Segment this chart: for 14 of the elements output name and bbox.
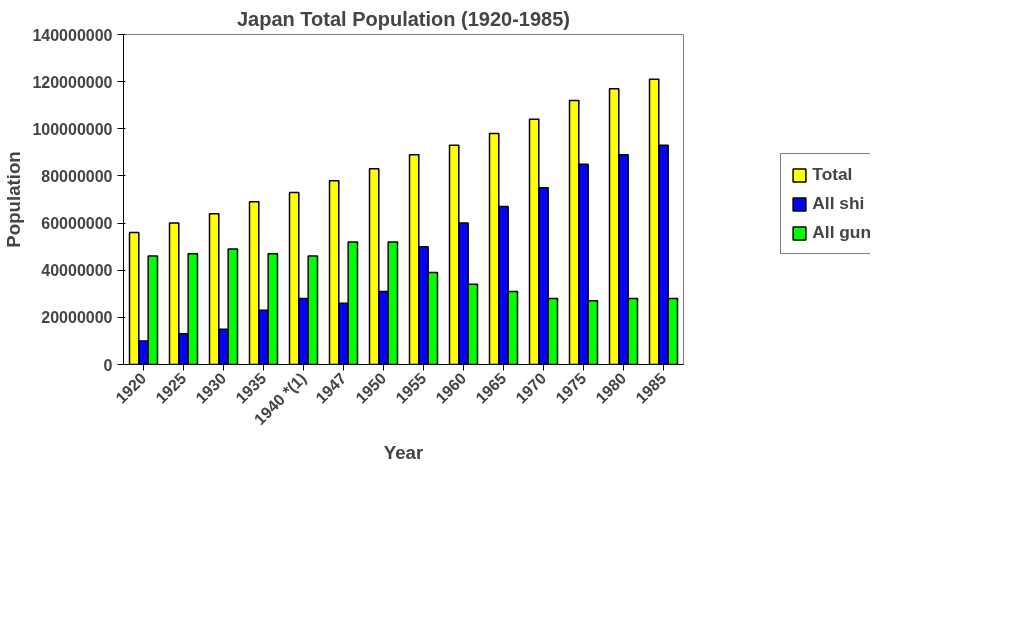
y-tick-label: 20000000	[41, 309, 113, 327]
y-tick-label: 0	[103, 356, 113, 374]
y-axis-title: Population	[3, 151, 25, 248]
y-tick-label: 100000000	[32, 120, 113, 138]
x-axis-title: Year	[383, 442, 424, 464]
legend-label: All gun	[812, 222, 871, 243]
legend-label: Total	[812, 164, 853, 185]
y-tick-label: 120000000	[32, 73, 113, 91]
chart-title: Japan Total Population (1920-1985)	[236, 7, 571, 30]
legend-label: All shi	[812, 193, 865, 214]
y-tick-label: 60000000	[41, 215, 113, 233]
y-tick-label: 140000000	[32, 26, 113, 44]
y-tick-label: 40000000	[41, 262, 113, 280]
y-tick-label: 80000000	[41, 167, 113, 185]
